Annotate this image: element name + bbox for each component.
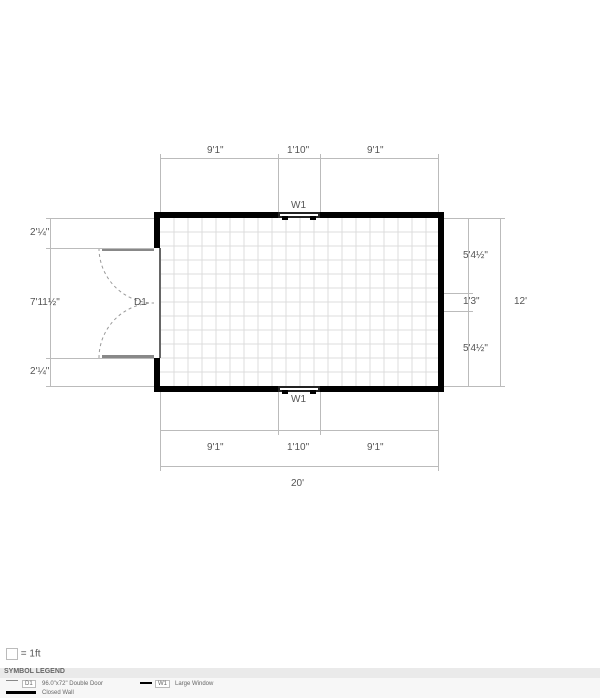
ext-line xyxy=(438,430,439,466)
dim-label-right-1: 1'3" xyxy=(463,296,480,307)
dim-label-bottom-0: 9'1" xyxy=(207,442,224,453)
legend-symbol-wall xyxy=(6,691,36,694)
ext-line xyxy=(160,392,161,430)
ext-line xyxy=(468,386,500,387)
legend-desc-0: 96.0"x72" Double Door xyxy=(42,681,103,687)
dim-label-top-0: 9'1" xyxy=(207,145,224,156)
legend-title: SYMBOL LEGEND xyxy=(4,668,65,675)
ext-line xyxy=(438,158,439,212)
dim-label-bottom-1: 1'10" xyxy=(287,442,309,453)
dim-label-top-2: 9'1" xyxy=(367,145,384,156)
ext-line xyxy=(50,358,154,359)
dim-label-top-1: 1'10" xyxy=(287,145,309,156)
ext-line xyxy=(278,392,279,430)
dim-label-left-0: 2'¼" xyxy=(30,227,49,238)
legend-tag-0: D1 xyxy=(22,680,36,688)
dim-label-bottom-2: 9'1" xyxy=(367,442,384,453)
dim-label-right-2: 5'4½" xyxy=(463,343,488,354)
dim-line xyxy=(160,158,438,159)
dim-line xyxy=(160,430,438,431)
ext-line xyxy=(444,311,468,312)
ext-line xyxy=(444,218,468,219)
legend-tag-1: W1 xyxy=(155,680,170,688)
scale-legend: = 1ft xyxy=(6,648,41,660)
ext-line xyxy=(278,158,279,212)
dim-label-right-0: 5'4½" xyxy=(463,250,488,261)
ext-line xyxy=(444,293,468,294)
ext-line xyxy=(468,218,500,219)
ext-line xyxy=(50,386,154,387)
dim-line xyxy=(500,218,501,386)
ext-line xyxy=(160,158,161,212)
dim-label-left-1: 7'11½" xyxy=(30,297,60,308)
ext-line xyxy=(438,392,439,430)
ext-line xyxy=(320,392,321,430)
dim-line xyxy=(160,466,438,467)
door-label: D1 xyxy=(134,297,147,308)
legend-desc-2: Closed Wall xyxy=(42,690,74,696)
ext-line xyxy=(50,248,154,249)
legend-symbol-door xyxy=(6,680,18,687)
dim-label-total-w: 20' xyxy=(291,478,304,489)
legend-desc-1: Large Window xyxy=(175,681,213,687)
ext-line xyxy=(444,386,468,387)
ext-line xyxy=(320,158,321,212)
floor-plan-svg xyxy=(0,0,600,560)
legend-header-strip xyxy=(0,668,600,678)
scale-text: = 1ft xyxy=(21,649,41,660)
window-label-bottom: W1 xyxy=(291,394,306,405)
ext-line xyxy=(50,218,154,219)
ext-line xyxy=(160,430,161,466)
legend-symbol-window xyxy=(140,682,152,684)
window-label-top: W1 xyxy=(291,200,306,211)
dim-label-left-2: 2'¼" xyxy=(30,366,49,377)
dim-label-total-h: 12' xyxy=(514,296,527,307)
